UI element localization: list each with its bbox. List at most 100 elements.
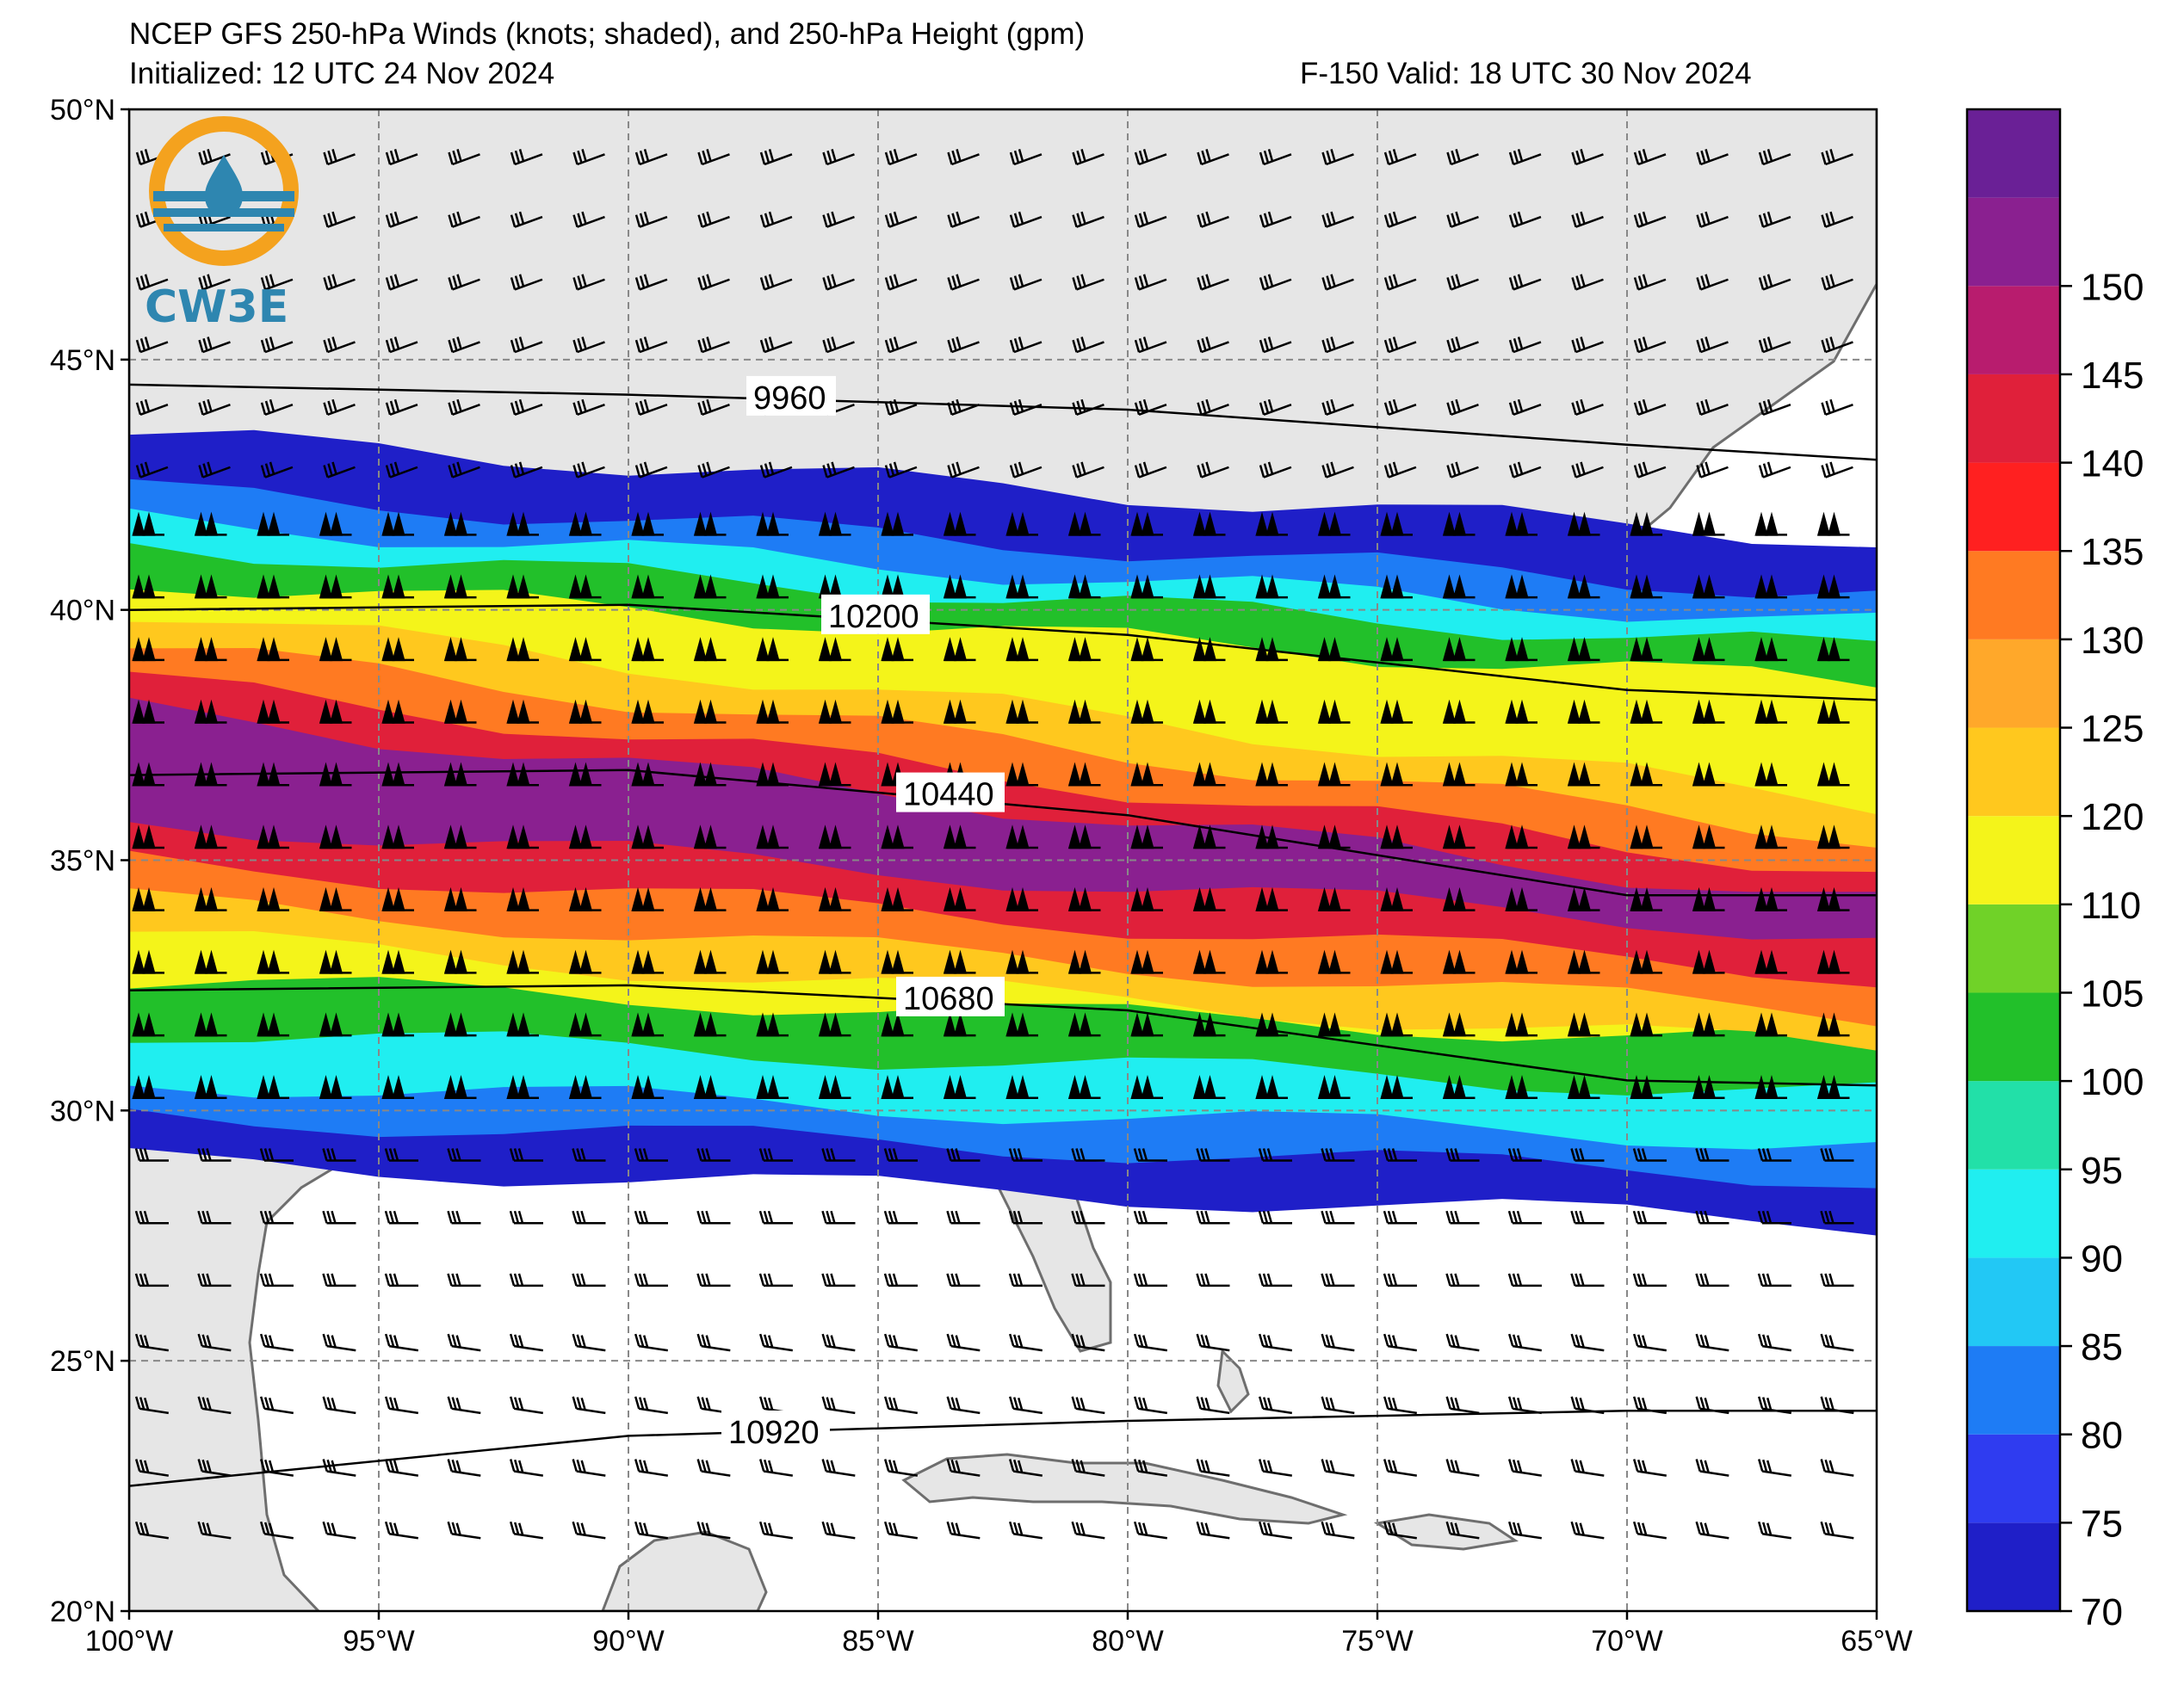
- wind-barb: [1380, 1075, 1413, 1100]
- wind-barb: [1380, 1012, 1413, 1037]
- wind-barb: [1196, 1459, 1230, 1477]
- wind-barb: [1005, 1075, 1038, 1100]
- wind-barb: [1696, 337, 1729, 354]
- wind-barb: [1259, 398, 1292, 417]
- wind-barb: [884, 211, 918, 228]
- wind-barb: [881, 949, 913, 974]
- colorbar-segment: [1967, 639, 2060, 728]
- wind-barb: [322, 1273, 356, 1287]
- wind-barb: [197, 1459, 232, 1477]
- wind-barb: [943, 637, 976, 662]
- wind-barb: [572, 1210, 606, 1225]
- wind-barb: [1757, 1148, 1791, 1162]
- wind-barb: [1692, 949, 1725, 974]
- wind-barb: [1633, 149, 1667, 166]
- wind-barb: [1630, 1075, 1662, 1100]
- wind-barb: [1505, 637, 1537, 662]
- wind-barb: [1255, 886, 1288, 911]
- wind-barb: [448, 274, 480, 291]
- wind-barb: [696, 1210, 731, 1225]
- wind-barb: [135, 461, 169, 479]
- wind-barb: [1446, 398, 1479, 417]
- wind-barb: [1134, 274, 1167, 291]
- wind-barb: [947, 211, 980, 228]
- wind-barb: [319, 886, 352, 911]
- wind-barb: [260, 461, 294, 479]
- wind-barb: [697, 461, 730, 479]
- wind-barb: [194, 637, 227, 662]
- wind-barb: [510, 211, 543, 228]
- wind-barb: [506, 886, 539, 911]
- wind-barb: [443, 886, 477, 911]
- wind-barb: [693, 886, 727, 911]
- wind-barb: [1259, 211, 1292, 228]
- wind-barb: [1445, 1273, 1480, 1287]
- colorbar-segment: [1967, 197, 2060, 287]
- wind-barb: [947, 274, 980, 291]
- wind-barb: [319, 574, 352, 599]
- wind-barb: [1197, 274, 1229, 291]
- colorbar-segment: [1967, 1257, 2060, 1347]
- wind-barb: [696, 1273, 731, 1287]
- wind-barb: [693, 574, 727, 599]
- wind-barb: [1071, 1521, 1105, 1540]
- wind-barb: [384, 1521, 418, 1540]
- wind-barb: [448, 149, 480, 166]
- wind-barb: [1567, 886, 1600, 911]
- colorbar-segment: [1967, 462, 2060, 552]
- lat-tick-label: 20°N: [50, 1596, 115, 1628]
- wind-barb: [943, 949, 976, 974]
- wind-barb: [509, 1273, 543, 1287]
- wind-barb: [322, 1148, 356, 1162]
- wind-barb: [821, 1333, 856, 1352]
- wind-barb: [1192, 824, 1226, 849]
- wind-barb: [1754, 886, 1787, 911]
- wind-barb: [1383, 274, 1417, 291]
- wind-barb: [884, 149, 918, 166]
- wind-barb: [135, 398, 169, 417]
- wind-barb: [693, 949, 727, 974]
- wind-barb: [568, 511, 602, 536]
- wind-barb: [1196, 1210, 1230, 1225]
- wind-barb: [943, 511, 976, 536]
- wind-barb: [946, 1396, 981, 1415]
- wind-barb: [506, 699, 539, 724]
- wind-barb: [259, 1273, 294, 1287]
- wind-barb: [1754, 824, 1787, 849]
- wind-barb: [1632, 1459, 1667, 1477]
- wind-barb: [818, 511, 851, 536]
- wind-barb: [1383, 1148, 1417, 1162]
- wind-barb: [822, 461, 855, 479]
- wind-barb: [947, 149, 980, 166]
- wind-barb: [1695, 1148, 1729, 1162]
- wind-barb: [322, 1210, 356, 1225]
- contour-label-bg: [721, 1410, 830, 1450]
- wind-barb: [568, 824, 602, 849]
- wind-barb: [1321, 1148, 1355, 1162]
- wind-barb: [198, 274, 231, 291]
- wind-barb: [194, 574, 227, 599]
- wind-barb: [946, 1333, 981, 1352]
- wind-barb: [1754, 574, 1787, 599]
- wind-barb: [1009, 274, 1043, 291]
- wind-barb: [881, 886, 913, 911]
- wind-barb: [1695, 1521, 1729, 1540]
- colorbar-tick-label: 80: [2081, 1415, 2123, 1457]
- wind-barb: [384, 1459, 418, 1477]
- wind-barb: [1632, 1210, 1667, 1225]
- wind-barb: [884, 337, 918, 354]
- wind-barb: [1255, 762, 1288, 787]
- colorbar-segment: [1967, 1081, 2060, 1170]
- lat-tick-label: 30°N: [50, 1095, 115, 1127]
- wind-barb: [568, 1012, 602, 1037]
- wind-barb: [1630, 1012, 1662, 1037]
- wind-barb: [1380, 886, 1413, 911]
- wind-barb: [1757, 1459, 1791, 1477]
- wind-barb: [1255, 949, 1288, 974]
- wind-barb: [631, 1075, 664, 1100]
- wind-barb: [1507, 1333, 1542, 1352]
- wind-barb: [821, 1210, 856, 1225]
- lon-tick-label: 65°W: [1841, 1625, 1913, 1658]
- wind-barb: [881, 1075, 913, 1100]
- colorbar-tick-label: 110: [2081, 885, 2141, 927]
